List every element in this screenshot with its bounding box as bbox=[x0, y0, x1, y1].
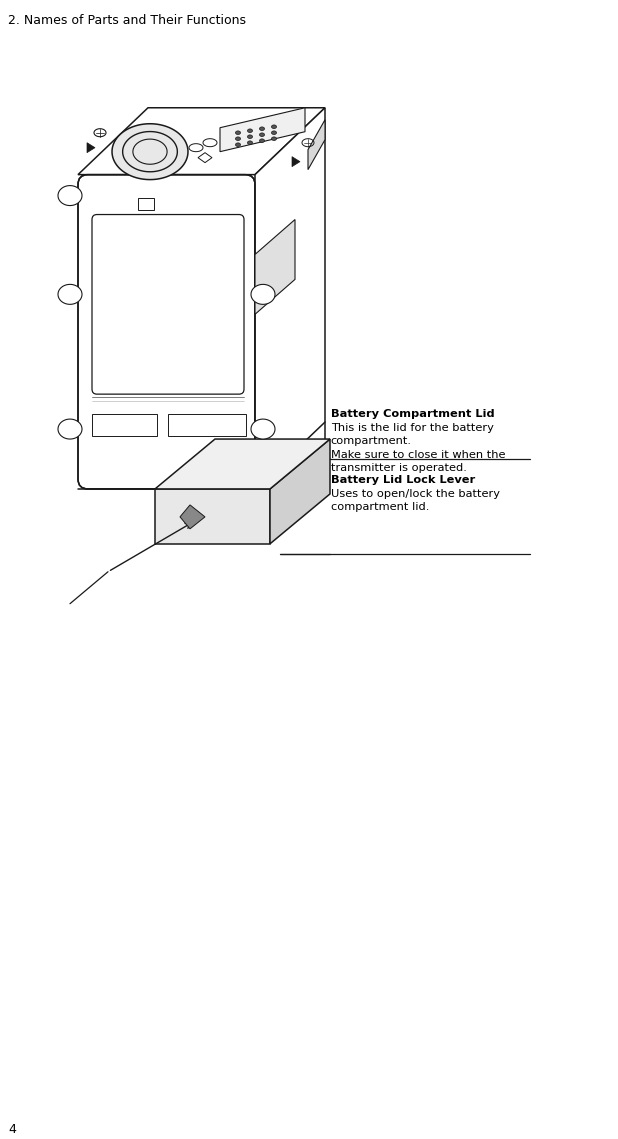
Bar bbox=[92, 415, 157, 436]
Polygon shape bbox=[235, 142, 240, 147]
Polygon shape bbox=[251, 419, 275, 439]
Polygon shape bbox=[251, 285, 275, 304]
Polygon shape bbox=[155, 439, 330, 489]
Polygon shape bbox=[235, 131, 240, 134]
Text: This is the lid for the battery
compartment.
Make sure to close it when the
tran: This is the lid for the battery compartm… bbox=[331, 423, 505, 473]
Polygon shape bbox=[292, 157, 300, 166]
Polygon shape bbox=[271, 137, 276, 140]
Polygon shape bbox=[247, 134, 253, 139]
Bar bbox=[168, 415, 246, 436]
Polygon shape bbox=[271, 131, 276, 134]
Polygon shape bbox=[235, 137, 240, 140]
Polygon shape bbox=[260, 126, 265, 131]
Polygon shape bbox=[58, 186, 82, 205]
Text: Uses to open/lock the battery
compartment lid.: Uses to open/lock the battery compartmen… bbox=[331, 489, 499, 513]
Polygon shape bbox=[58, 419, 82, 439]
Polygon shape bbox=[247, 129, 253, 132]
Text: Battery Lid Lock Lever: Battery Lid Lock Lever bbox=[331, 475, 475, 485]
Bar bbox=[138, 197, 154, 210]
Polygon shape bbox=[220, 108, 305, 151]
Polygon shape bbox=[87, 142, 95, 153]
Polygon shape bbox=[271, 125, 276, 129]
Polygon shape bbox=[255, 108, 325, 489]
Polygon shape bbox=[260, 133, 265, 137]
Polygon shape bbox=[255, 220, 295, 314]
Polygon shape bbox=[247, 141, 253, 145]
Polygon shape bbox=[180, 505, 205, 528]
Polygon shape bbox=[112, 124, 188, 180]
FancyBboxPatch shape bbox=[78, 174, 255, 489]
Polygon shape bbox=[155, 489, 270, 543]
Text: 2. Names of Parts and Their Functions: 2. Names of Parts and Their Functions bbox=[8, 15, 246, 27]
Text: Battery Compartment Lid: Battery Compartment Lid bbox=[331, 409, 494, 419]
Polygon shape bbox=[270, 439, 330, 543]
Text: 4: 4 bbox=[8, 1123, 16, 1136]
FancyBboxPatch shape bbox=[92, 214, 244, 394]
Polygon shape bbox=[260, 139, 265, 142]
Polygon shape bbox=[58, 285, 82, 304]
Polygon shape bbox=[78, 108, 325, 174]
Polygon shape bbox=[308, 120, 325, 170]
